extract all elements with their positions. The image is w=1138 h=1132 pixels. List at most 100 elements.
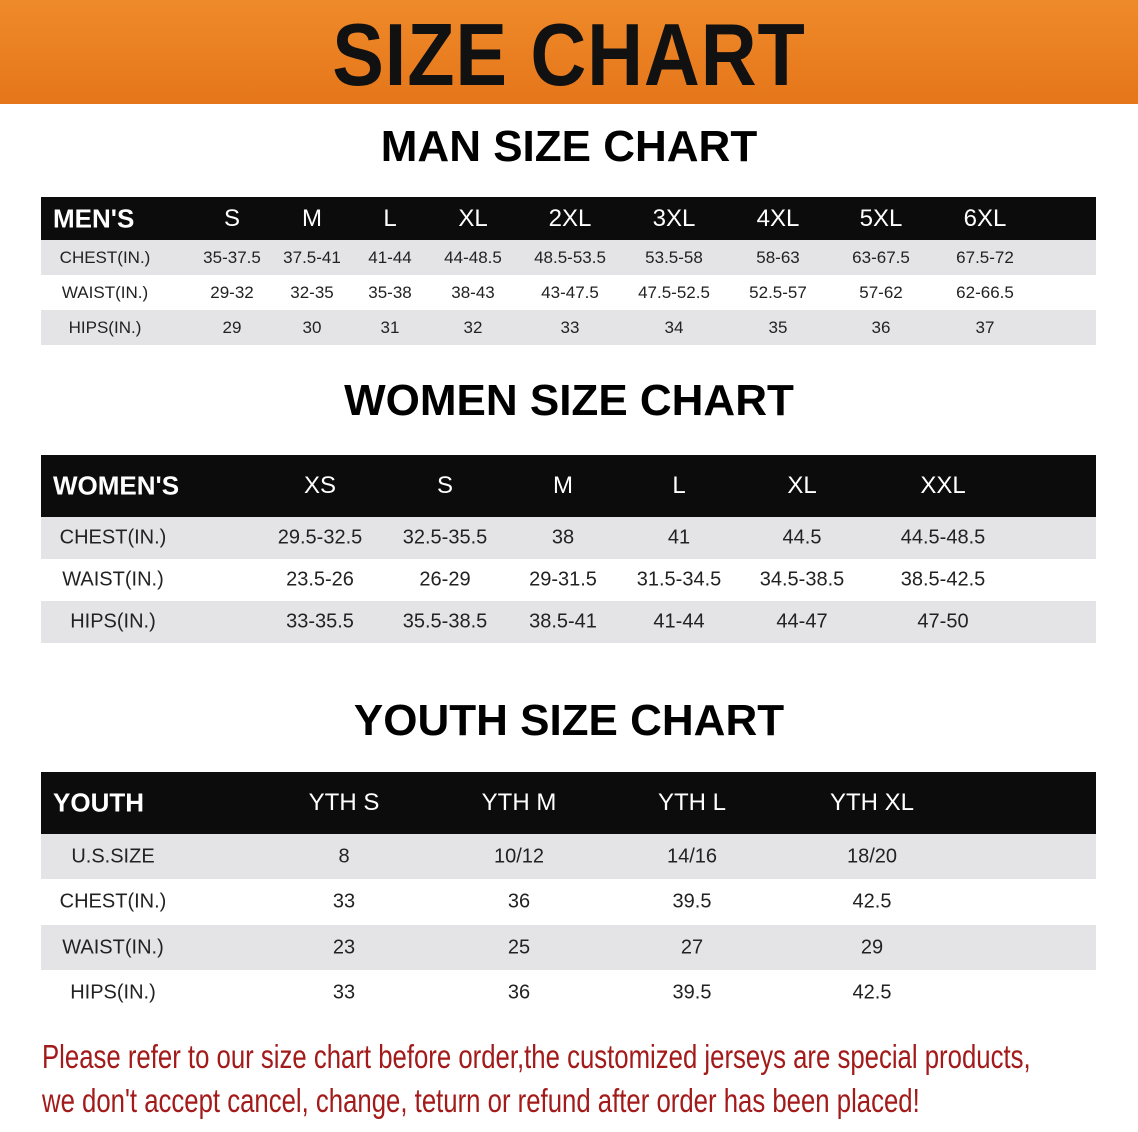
table-cell: 57-62 xyxy=(859,282,903,302)
banner-title: SIZE CHART xyxy=(332,5,806,104)
table-cell: 23.5-26 xyxy=(286,568,354,591)
notice-line-2: we don't accept cancel, change, teturn o… xyxy=(42,1082,920,1119)
table-cell: 29-32 xyxy=(210,282,254,302)
table-cell: 63-67.5 xyxy=(852,247,910,267)
table-label: YOUTH xyxy=(53,787,144,818)
size-header: XS xyxy=(303,472,337,499)
table-cell: 44.5-48.5 xyxy=(900,526,986,549)
table-cell: 29 xyxy=(222,317,242,337)
table-cell: 30 xyxy=(302,317,322,337)
size-header: YTH L xyxy=(657,789,727,816)
table-cell: 43-47.5 xyxy=(541,282,599,302)
table-cell: 53.5-58 xyxy=(645,247,703,267)
women-section-title: WOMEN SIZE CHART xyxy=(344,376,794,425)
table-cell: 36 xyxy=(871,317,891,337)
table-cell: 29-31.5 xyxy=(529,568,597,591)
row-label: HIPS(IN.) xyxy=(70,610,156,633)
table-cell: 41 xyxy=(667,526,691,549)
table-cell: 34.5-38.5 xyxy=(759,568,845,591)
banner: SIZE CHART xyxy=(0,0,1138,104)
table-row: WAIST(IN.) 23 25 27 29 xyxy=(41,925,1096,970)
table-cell: 42.5 xyxy=(852,981,892,1003)
size-header: XL xyxy=(458,204,488,232)
row-label: U.S.SIZE xyxy=(71,845,155,867)
size-header: 6XL xyxy=(963,204,1007,232)
table-cell: 29 xyxy=(860,936,884,958)
table-cell: 33-35.5 xyxy=(286,610,354,633)
table-cell: 44.5 xyxy=(782,526,822,549)
table-cell: 39.5 xyxy=(672,981,712,1003)
size-header: XL xyxy=(787,472,817,499)
table-cell: 31 xyxy=(380,317,400,337)
table-cell: 38 xyxy=(551,526,575,549)
row-label: HIPS(IN.) xyxy=(68,317,142,337)
table-cell: 33 xyxy=(560,317,580,337)
men-section-title: MAN SIZE CHART xyxy=(380,122,758,171)
size-header: XXL xyxy=(920,472,966,499)
women-header-row: WOMEN'S XS S M L XL XXL xyxy=(41,455,1096,517)
table-row: WAIST(IN.) 23.5-26 26-29 29-31.5 31.5-34.5 34… xyxy=(41,559,1096,601)
size-header: 4XL xyxy=(756,204,800,232)
table-row: CHEST(IN.) 29.5-32.5 32.5-35.5 38 41 44.5 44.5… xyxy=(41,517,1096,559)
size-header: YTH S xyxy=(308,789,380,816)
table-cell: 47-50 xyxy=(917,610,969,633)
table-cell: 25 xyxy=(507,936,531,958)
table-cell: 37.5-41 xyxy=(283,247,341,267)
size-header: L xyxy=(672,472,686,499)
size-header: 5XL xyxy=(859,204,903,232)
size-header: S xyxy=(436,472,454,499)
size-header: 2XL xyxy=(548,204,592,232)
table-cell: 36 xyxy=(507,890,531,913)
size-header: YTH XL xyxy=(829,789,915,816)
table-cell: 38.5-42.5 xyxy=(900,568,986,591)
table-cell: 62-66.5 xyxy=(956,282,1014,302)
row-label: WAIST(IN.) xyxy=(62,936,164,958)
table-row: HIPS(IN.) 33 36 39.5 42.5 xyxy=(41,970,1096,1015)
table-cell: 44-47 xyxy=(776,610,828,633)
table-cell: 32.5-35.5 xyxy=(402,526,488,549)
table-cell: 32-35 xyxy=(290,282,334,302)
table-row: CHEST(IN.) 35-37.5 37.5-41 41-44 44-48.5 48.5… xyxy=(41,240,1096,275)
table-cell: 48.5-53.5 xyxy=(534,247,606,267)
table-cell: 35 xyxy=(768,317,788,337)
table-cell: 33 xyxy=(332,890,356,913)
table-cell: 33 xyxy=(332,981,356,1003)
table-row: WAIST(IN.) 29-32 32-35 35-38 38-43 43-47.5 47.… xyxy=(41,275,1096,310)
row-label: HIPS(IN.) xyxy=(70,981,156,1003)
table-label: WOMEN'S xyxy=(53,470,180,501)
table-cell: 38.5-41 xyxy=(529,610,597,633)
women-size-table: WOMEN'S XS S M L XL XXL CHEST(IN.) 29.5-32.5 32.5… xyxy=(41,455,1096,643)
row-label: WAIST(IN.) xyxy=(61,282,149,302)
table-cell: 26-29 xyxy=(419,568,471,591)
table-cell: 31.5-34.5 xyxy=(636,568,722,591)
table-cell: 42.5 xyxy=(852,890,892,913)
table-cell: 35-37.5 xyxy=(203,247,261,267)
men-size-table: MEN'S S M L XL 2XL 3XL 4XL 5XL 6XL CHEST(IN.) 35-37… xyxy=(41,197,1096,345)
table-cell: 41-44 xyxy=(653,610,705,633)
size-header: YTH M xyxy=(481,789,557,816)
table-cell: 18/20 xyxy=(846,845,898,867)
table-cell: 27 xyxy=(680,936,704,958)
row-label: CHEST(IN.) xyxy=(59,526,167,549)
table-row: CHEST(IN.) 33 36 39.5 42.5 xyxy=(41,879,1096,925)
table-row: HIPS(IN.) 29 30 31 32 33 34 35 36 37 xyxy=(41,310,1096,345)
youth-header-row: YOUTH YTH S YTH M YTH L YTH XL xyxy=(41,772,1096,834)
table-cell: 35.5-38.5 xyxy=(402,610,488,633)
table-cell: 41-44 xyxy=(368,247,412,267)
table-cell: 14/16 xyxy=(666,845,718,867)
table-cell: 35-38 xyxy=(368,282,412,302)
table-cell: 32 xyxy=(463,317,483,337)
table-label: MEN'S xyxy=(53,203,135,233)
table-cell: 39.5 xyxy=(672,890,712,913)
size-header: M xyxy=(553,472,573,499)
notice-line-1: Please refer to our size chart before or… xyxy=(42,1038,1031,1075)
size-header: 3XL xyxy=(652,204,696,232)
table-cell: 37 xyxy=(975,317,995,337)
youth-size-table: YOUTH YTH S YTH M YTH L YTH XL U.S.SIZE 8 10/12… xyxy=(41,772,1096,1015)
table-cell: 44-48.5 xyxy=(444,247,502,267)
table-cell: 47.5-52.5 xyxy=(638,282,710,302)
table-cell: 38-43 xyxy=(451,282,495,302)
table-row: HIPS(IN.) 33-35.5 35.5-38.5 38.5-41 41-44 44-… xyxy=(41,601,1096,643)
size-header: M xyxy=(302,204,322,232)
youth-section-title: YOUTH SIZE CHART xyxy=(353,696,785,745)
